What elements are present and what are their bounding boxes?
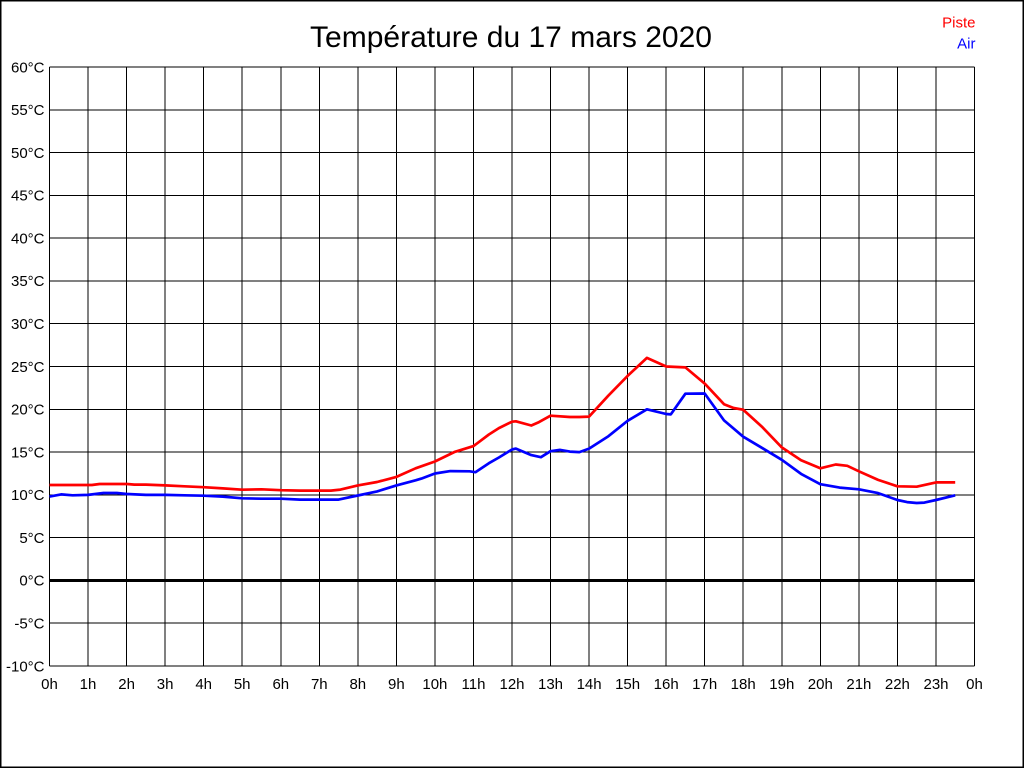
svg-text:30°C: 30°C — [11, 316, 45, 333]
svg-text:22h: 22h — [885, 676, 910, 693]
svg-text:-5°C: -5°C — [14, 616, 44, 633]
svg-text:10°C: 10°C — [11, 487, 45, 504]
svg-text:20°C: 20°C — [11, 402, 45, 419]
svg-text:15h: 15h — [615, 676, 640, 693]
svg-text:13h: 13h — [538, 676, 563, 693]
svg-text:Air: Air — [957, 36, 975, 53]
svg-text:18h: 18h — [731, 676, 756, 693]
svg-text:2h: 2h — [118, 676, 135, 693]
svg-text:4h: 4h — [195, 676, 212, 693]
svg-text:35°C: 35°C — [11, 273, 45, 290]
svg-text:20h: 20h — [808, 676, 833, 693]
svg-text:Température du 17 mars 2020: Température du 17 mars 2020 — [310, 21, 712, 54]
svg-text:19h: 19h — [769, 676, 794, 693]
svg-text:40°C: 40°C — [11, 230, 45, 247]
svg-text:7h: 7h — [311, 676, 328, 693]
svg-text:17h: 17h — [692, 676, 717, 693]
svg-text:55°C: 55°C — [11, 102, 45, 119]
svg-text:50°C: 50°C — [11, 145, 45, 162]
svg-text:3h: 3h — [157, 676, 174, 693]
svg-text:45°C: 45°C — [11, 188, 45, 205]
svg-text:12h: 12h — [499, 676, 524, 693]
svg-text:60°C: 60°C — [11, 59, 45, 76]
svg-text:23h: 23h — [923, 676, 948, 693]
svg-text:Piste: Piste — [942, 15, 975, 32]
svg-text:0h: 0h — [966, 676, 983, 693]
svg-text:14h: 14h — [577, 676, 602, 693]
svg-text:-10°C: -10°C — [6, 658, 45, 675]
svg-text:21h: 21h — [846, 676, 871, 693]
svg-text:0h: 0h — [41, 676, 58, 693]
svg-text:5h: 5h — [234, 676, 251, 693]
svg-text:25°C: 25°C — [11, 359, 45, 376]
svg-text:9h: 9h — [388, 676, 405, 693]
svg-text:11h: 11h — [462, 676, 486, 693]
svg-text:6h: 6h — [272, 676, 289, 693]
svg-text:15°C: 15°C — [11, 444, 45, 461]
svg-text:5°C: 5°C — [19, 530, 44, 547]
svg-text:10h: 10h — [422, 676, 447, 693]
svg-text:1h: 1h — [80, 676, 97, 693]
svg-text:8h: 8h — [349, 676, 366, 693]
svg-text:0°C: 0°C — [19, 573, 44, 590]
svg-text:16h: 16h — [654, 676, 679, 693]
